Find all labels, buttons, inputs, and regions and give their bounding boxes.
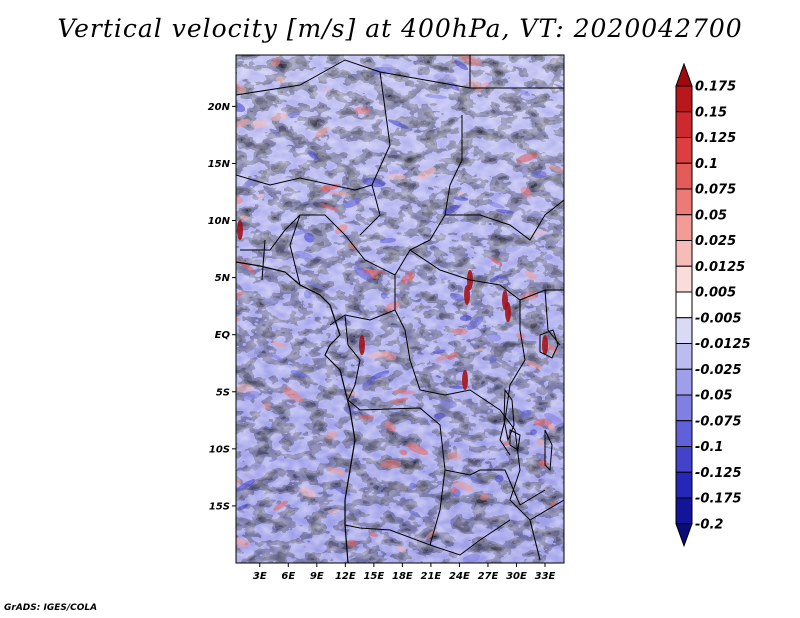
colorbar-label: -0.05 (695, 389, 732, 404)
lon-tick-label: 18E (392, 571, 413, 582)
lat-tick-label: 5N (215, 273, 231, 284)
colorbar-box (675, 471, 693, 499)
colorbar-label: -0.075 (695, 414, 742, 429)
colorbar-label: 0.125 (695, 131, 736, 146)
colorbar-labels: 0.175 0.15 0.125 0.1 0.075 0.05 0.025 0.0125 0.0… (695, 80, 751, 533)
lat-tick-label: 15S (209, 501, 230, 512)
lon-tick-label: 15E (363, 571, 384, 582)
lon-tick-label: 21E (421, 571, 442, 582)
colorbar-label: -0.025 (695, 363, 742, 378)
colorbar-box (675, 162, 693, 190)
lon-tick-label: 24E (449, 571, 470, 582)
colorbar-label: 0.15 (695, 105, 727, 120)
colorbar-box (675, 394, 693, 422)
country-borders (236, 55, 564, 561)
velocity-field (236, 55, 564, 563)
coastline (236, 261, 356, 563)
lakes (503, 329, 559, 472)
lon-tick-label: 9E (310, 571, 324, 582)
colorbar-label: 0.0125 (695, 260, 745, 275)
colorbar-box (675, 188, 693, 216)
colorbar-label: -0.1 (695, 440, 723, 455)
lon-tick-label: 33E (535, 571, 556, 582)
colorbar-label: 0.005 (695, 286, 736, 301)
lat-tick-label: 20N (208, 102, 231, 113)
colorbar-label: 0.05 (695, 208, 727, 223)
lon-tick-label: 6E (281, 571, 295, 582)
colorbar-box (675, 420, 693, 447)
map-title: Vertical velocity [m/s] at 400hPa, VT: 2… (57, 14, 743, 43)
lat-tick-label: 10N (208, 216, 231, 227)
lon-tick-label: 3E (253, 571, 267, 582)
colorbar-box (675, 265, 693, 293)
colorbar-box (675, 446, 693, 473)
colorbar-label: 0.1 (695, 157, 718, 172)
colorbar-box (675, 368, 693, 396)
colorbar-box (675, 317, 693, 344)
lat-tick-label: 5S (216, 387, 230, 398)
colorbar-box (675, 214, 693, 241)
lon-tick-label: 27E (478, 571, 499, 582)
credit-label: GrADS: IGES/COLA (4, 603, 98, 613)
colorbar-top-arrow (675, 62, 693, 87)
colorbar-box (675, 85, 693, 113)
colorbar-label: -0.2 (695, 517, 723, 532)
colorbar-box (675, 343, 693, 370)
colorbar-box (675, 137, 693, 164)
colorbar-label: 0.175 (695, 80, 736, 95)
colorbar-box (675, 291, 693, 319)
colorbar-label: -0.125 (695, 466, 742, 481)
colorbar-label: -0.175 (695, 492, 742, 507)
colorbar-box (675, 240, 693, 267)
lat-tick-label: 15N (208, 159, 231, 170)
colorbar-bottom-arrow (675, 523, 693, 548)
longitude-axis: 3E 6E 9E 12E 15E 18E 21E 24E 27E 30E 33E (253, 563, 556, 582)
colorbar-label: -0.005 (695, 311, 742, 326)
colorbar-label: 0.075 (695, 183, 736, 198)
colorbar-label: 0.025 (695, 234, 736, 249)
colorbar-box (675, 497, 693, 525)
lat-tick-label: 10S (209, 444, 230, 455)
latitude-axis: 20N 15N 10N 5N EQ 5S 10S 15S (208, 102, 236, 512)
lat-tick-label: EQ (215, 330, 231, 341)
colorbar-label: -0.0125 (695, 337, 751, 352)
lon-tick-label: 12E (335, 571, 356, 582)
lon-tick-label: 30E (506, 571, 527, 582)
colorbar (675, 62, 693, 548)
colorbar-box (675, 111, 693, 138)
map-frame (235, 54, 565, 564)
